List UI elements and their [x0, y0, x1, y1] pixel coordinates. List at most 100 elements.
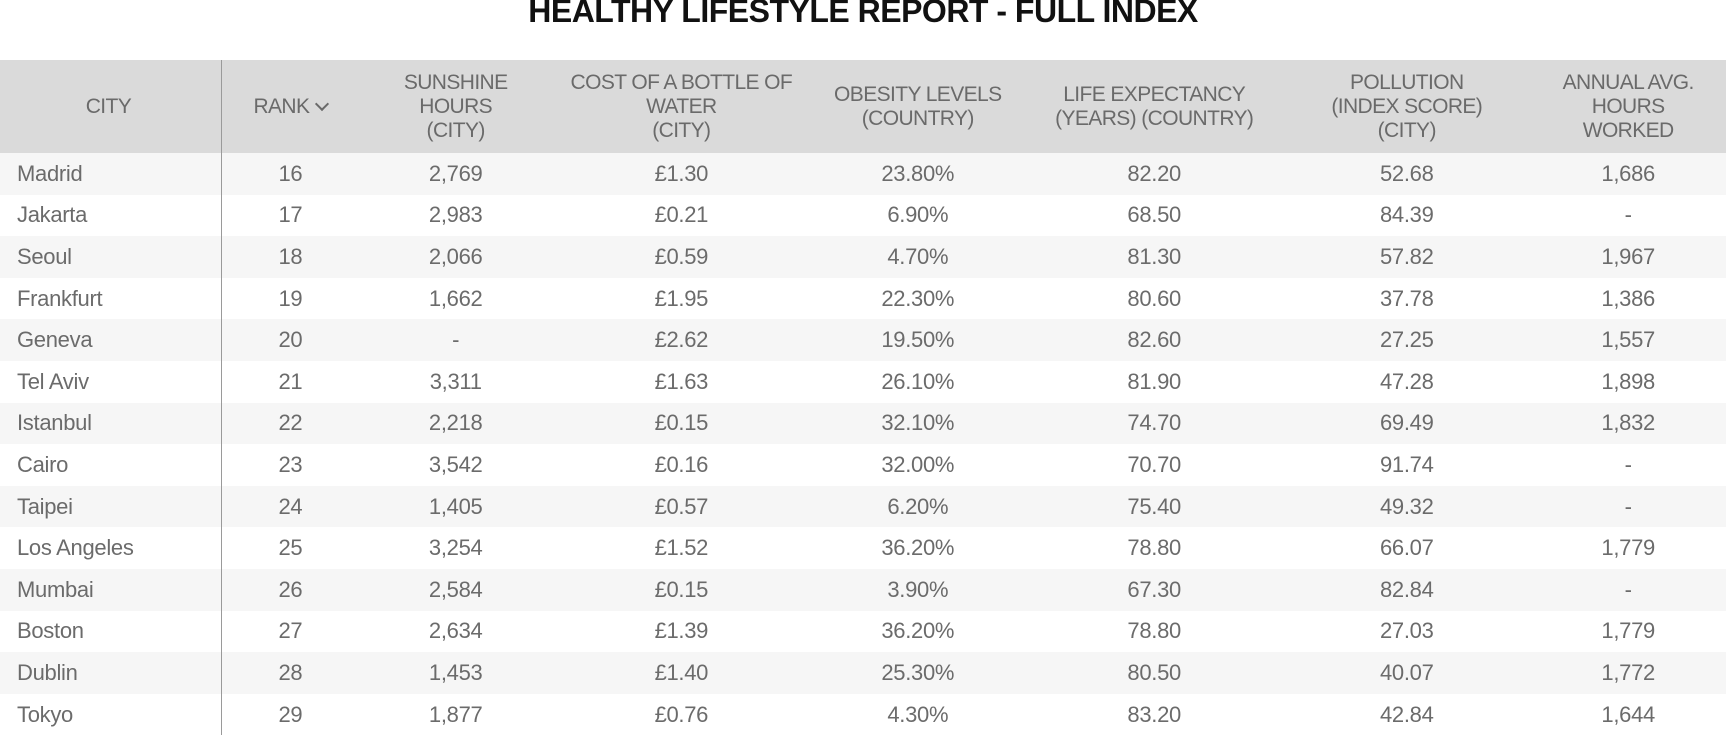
cell-sunshine-hours: 2,218 — [358, 402, 553, 445]
cell-obesity-levels: 25.30% — [810, 652, 1026, 694]
cell-hours-worked: 1,898 — [1530, 360, 1726, 403]
cell-water-cost: £0.15 — [552, 568, 811, 611]
column-header-label: (CITY) — [426, 118, 486, 142]
cell-hours-worked: 1,772 — [1530, 652, 1726, 694]
cell-water-cost: £1.40 — [552, 652, 811, 694]
cell-pollution: 66.07 — [1283, 527, 1531, 569]
table-row: Tel Aviv 21 3,311 £1.63 26.10% 81.90 47.28 1,89… — [0, 360, 1726, 403]
cell-pollution: 27.03 — [1283, 610, 1531, 653]
table-row: Madrid 16 2,769 £1.30 23.80% 82.20 52.68 1,686 — [0, 153, 1726, 195]
cell-hours-worked: 1,644 — [1530, 693, 1726, 736]
column-header-label: (CITY) — [652, 118, 711, 142]
column-header-label: WATER — [646, 94, 717, 118]
cell-rank: 17 — [221, 194, 359, 237]
column-header-label: SUNSHINE — [403, 70, 508, 94]
column-header-label: (YEARS) (COUNTRY) — [1055, 106, 1254, 130]
cell-pollution: 40.07 — [1283, 652, 1531, 694]
table-row: Mumbai 26 2,584 £0.15 3.90% 67.30 82.84- — [0, 568, 1726, 611]
cell-life-expectancy: 74.70 — [1025, 402, 1284, 445]
table-header-row: CITY RANK SUNSHINE HOURS (CITY) COST OF … — [0, 60, 1726, 153]
cell-rank: 24 — [221, 485, 359, 528]
cell-sunshine-hours: 1,877 — [358, 693, 553, 736]
column-header-water-cost[interactable]: COST OF A BOTTLE OF WATER (CITY) — [552, 60, 811, 153]
cell-pollution: 91.74 — [1283, 444, 1531, 486]
table-row: Taipei 24 1,405 £0.57 6.20% 75.40 49.32- — [0, 485, 1726, 528]
cell-obesity-levels: 19.50% — [810, 319, 1026, 361]
cell-obesity-levels: 22.30% — [810, 277, 1026, 320]
column-header-obesity-levels[interactable]: OBESITY LEVELS (COUNTRY) — [810, 60, 1026, 153]
cell-city: Tel Aviv — [0, 360, 222, 403]
cell-obesity-levels: 23.80% — [810, 153, 1026, 195]
cell-rank: 26 — [221, 568, 359, 611]
column-header-label: LIFE EXPECTANCY — [1063, 82, 1246, 106]
cell-water-cost: £1.63 — [552, 360, 811, 403]
cell-life-expectancy: 70.70 — [1025, 444, 1284, 486]
cell-hours-worked: - — [1530, 444, 1726, 486]
cell-life-expectancy: 75.40 — [1025, 485, 1284, 528]
cell-city: Madrid — [0, 153, 222, 195]
cell-water-cost: £0.15 — [552, 402, 811, 445]
column-header-label: WORKED — [1582, 118, 1675, 142]
cell-water-cost: £1.52 — [552, 527, 811, 569]
cell-pollution: 69.49 — [1283, 402, 1531, 445]
chevron-down-icon[interactable] — [315, 96, 330, 111]
cell-hours-worked: - — [1530, 485, 1726, 528]
cell-city: Dublin — [0, 652, 222, 694]
cell-obesity-levels: 32.10% — [810, 402, 1026, 445]
cell-pollution: 37.78 — [1283, 277, 1531, 320]
table-row: Dublin 28 1,453 £1.40 25.30% 80.50 40.07 1,772 — [0, 652, 1726, 694]
column-header-hours-worked[interactable]: ANNUAL AVG. HOURS WORKED — [1530, 60, 1726, 153]
column-header-label: COST OF A BOTTLE OF — [570, 70, 793, 94]
column-header-label: ANNUAL AVG. — [1562, 70, 1695, 94]
cell-rank: 25 — [221, 527, 359, 569]
cell-sunshine-hours: 2,983 — [358, 194, 553, 237]
column-header-life-expectancy[interactable]: LIFE EXPECTANCY (YEARS) (COUNTRY) — [1025, 60, 1284, 153]
cell-sunshine-hours: 2,634 — [358, 610, 553, 653]
cell-city: Los Angeles — [0, 527, 222, 569]
cell-city: Taipei — [0, 485, 222, 528]
column-header-label: (CITY) — [1377, 118, 1437, 142]
cell-city: Boston — [0, 610, 222, 653]
table-row: Boston 27 2,634 £1.39 36.20% 78.80 27.03 1,779 — [0, 610, 1726, 653]
cell-rank: 20 — [221, 319, 359, 361]
cell-obesity-levels: 26.10% — [810, 360, 1026, 403]
cell-city: Istanbul — [0, 402, 222, 445]
cell-hours-worked: - — [1530, 568, 1726, 611]
column-header-pollution[interactable]: POLLUTION (INDEX SCORE) (CITY) — [1283, 60, 1531, 153]
table-row: Jakarta 17 2,983 £0.21 6.90% 68.50 84.39- — [0, 194, 1726, 237]
column-header-rank[interactable]: RANK — [221, 60, 359, 153]
table-row: Frankfurt 19 1,662 £1.95 22.30% 80.60 37.78 1,3… — [0, 277, 1726, 320]
cell-obesity-levels: 36.20% — [810, 610, 1026, 653]
cell-obesity-levels: 6.20% — [810, 485, 1026, 528]
table-row: Los Angeles 25 3,254 £1.52 36.20% 78.80 66.07 1… — [0, 527, 1726, 569]
cell-water-cost: £0.59 — [552, 236, 811, 278]
cell-life-expectancy: 68.50 — [1025, 194, 1284, 237]
cell-pollution: 52.68 — [1283, 153, 1531, 195]
cell-water-cost: £2.62 — [552, 319, 811, 361]
cell-water-cost: £0.21 — [552, 194, 811, 237]
cell-sunshine-hours: 1,662 — [358, 277, 553, 320]
cell-hours-worked: 1,386 — [1530, 277, 1726, 320]
cell-hours-worked: 1,557 — [1530, 319, 1726, 361]
column-header-label: RANK — [253, 94, 310, 118]
cell-pollution: 47.28 — [1283, 360, 1531, 403]
cell-city: Geneva — [0, 319, 222, 361]
cell-rank: 18 — [221, 236, 359, 278]
cell-pollution: 84.39 — [1283, 194, 1531, 237]
cell-rank: 21 — [221, 360, 359, 403]
cell-life-expectancy: 80.60 — [1025, 277, 1284, 320]
column-header-city[interactable]: CITY — [0, 60, 222, 153]
column-header-label: HOURS — [419, 94, 493, 118]
cell-hours-worked: 1,779 — [1530, 527, 1726, 569]
cell-obesity-levels: 4.70% — [810, 236, 1026, 278]
column-header-sunshine-hours[interactable]: SUNSHINE HOURS (CITY) — [358, 60, 553, 153]
cell-obesity-levels: 4.30% — [810, 693, 1026, 736]
cell-life-expectancy: 78.80 — [1025, 610, 1284, 653]
cell-obesity-levels: 36.20% — [810, 527, 1026, 569]
cell-city: Jakarta — [0, 194, 222, 237]
cell-pollution: 82.84 — [1283, 568, 1531, 611]
cell-water-cost: £0.16 — [552, 444, 811, 486]
cell-hours-worked: 1,779 — [1530, 610, 1726, 653]
cell-life-expectancy: 81.30 — [1025, 236, 1284, 278]
cell-hours-worked: - — [1530, 194, 1726, 237]
